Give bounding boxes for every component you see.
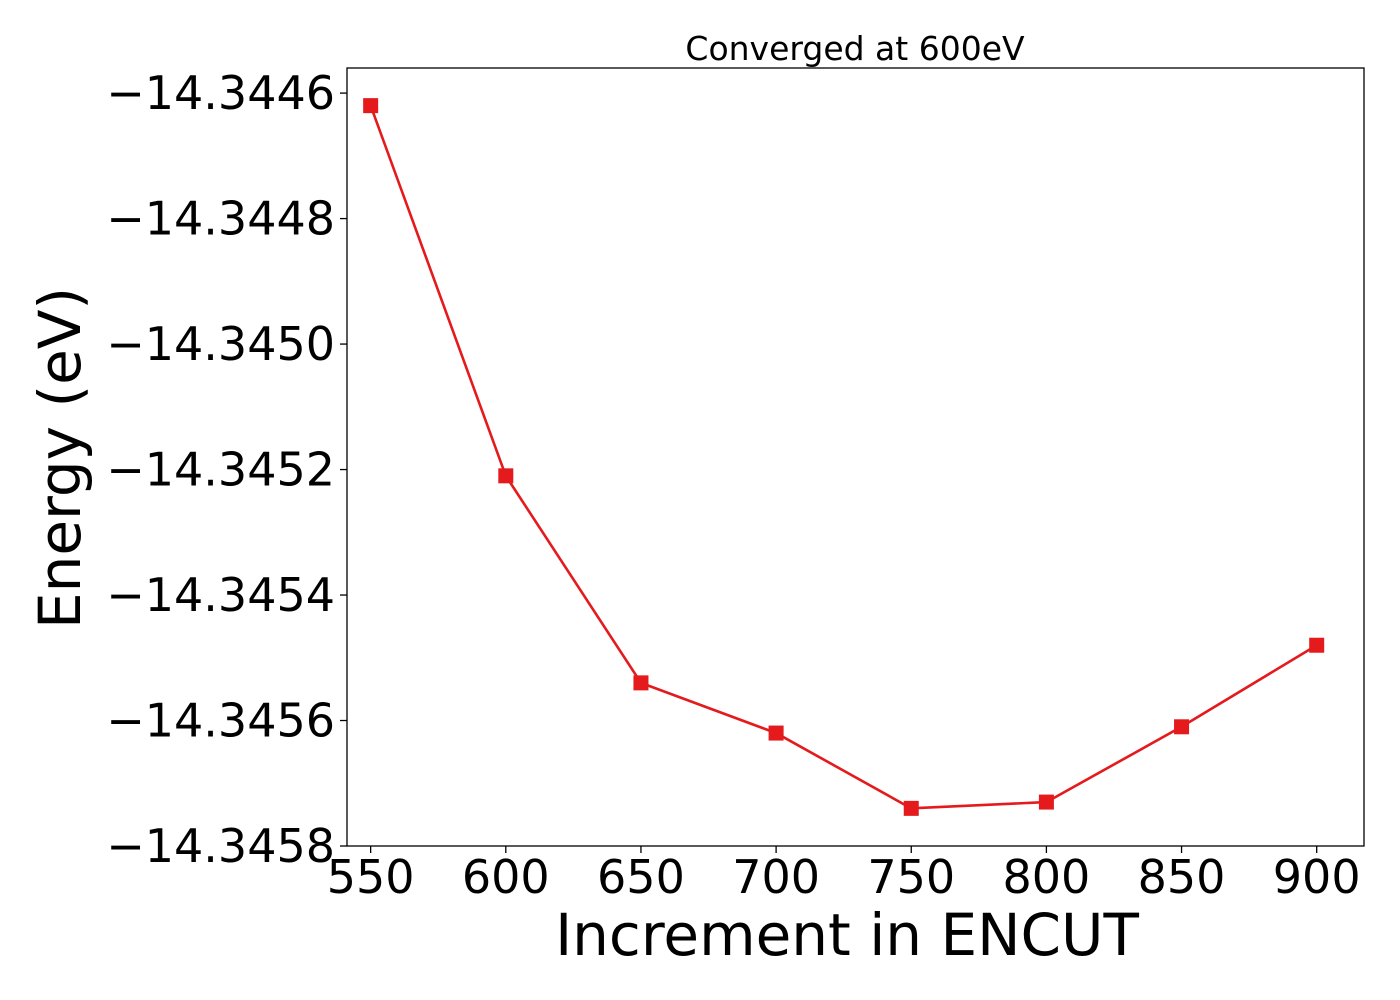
- y-tick-label: −14.3452: [106, 443, 335, 497]
- y-tick-label: −14.3456: [106, 694, 335, 748]
- x-tick-label: 750: [867, 850, 955, 904]
- y-axis-label: Energy (eV): [26, 287, 94, 629]
- series-line: [369, 105, 1318, 810]
- plot-frame: [346, 67, 1365, 847]
- data-point-marker: [768, 725, 784, 741]
- y-axis: −14.3446 −14.3448 −14.3450 −14.3452 −14.3454…: [106, 66, 347, 873]
- chart-title: Converged at 600eV: [685, 29, 1025, 68]
- y-tick-label: −14.3458: [106, 819, 335, 873]
- y-tick-label: −14.3446: [106, 66, 335, 120]
- data-point-marker: [1309, 637, 1325, 653]
- data-point-marker: [903, 800, 919, 816]
- x-axis: 550 600 650 700 750 800 850 900: [327, 846, 1361, 904]
- x-tick-label: 800: [1002, 850, 1090, 904]
- x-tick-label: 900: [1273, 850, 1361, 904]
- x-tick-label: 650: [597, 850, 685, 904]
- data-point-marker: [363, 98, 379, 114]
- x-tick-label: 850: [1138, 850, 1226, 904]
- y-tick-label: −14.3454: [106, 568, 335, 622]
- x-tick-label: 600: [462, 850, 550, 904]
- data-point-marker: [1038, 794, 1054, 810]
- data-point-marker: [633, 675, 649, 691]
- data-point-marker: [1174, 719, 1190, 735]
- series-layer: [363, 98, 1325, 816]
- y-tick-label: −14.3448: [106, 192, 335, 246]
- x-tick-label: 700: [732, 850, 820, 904]
- x-axis-label: Increment in ENCUT: [555, 901, 1139, 969]
- data-point-marker: [498, 468, 514, 484]
- y-tick-label: −14.3450: [106, 317, 335, 371]
- x-tick-label: 550: [327, 850, 415, 904]
